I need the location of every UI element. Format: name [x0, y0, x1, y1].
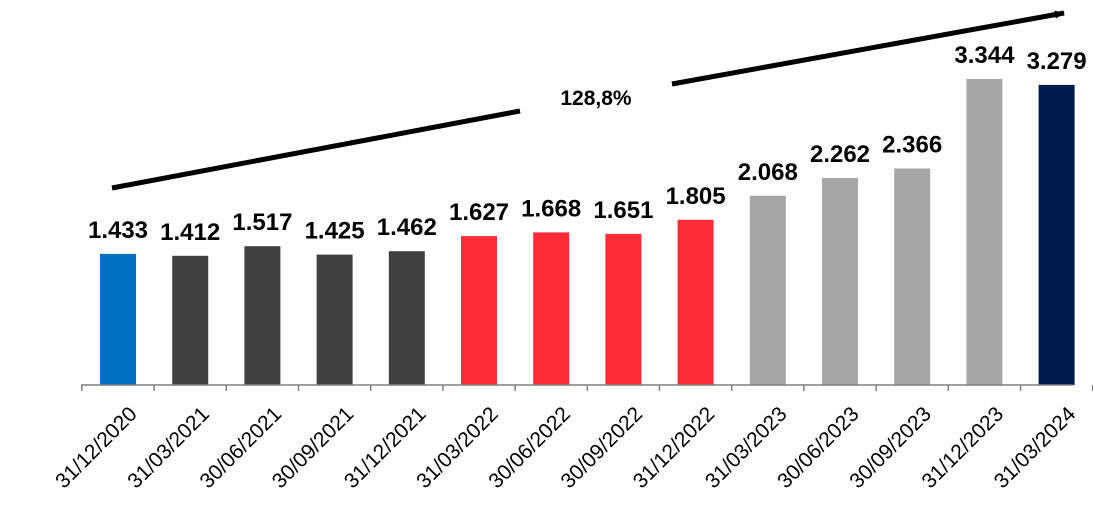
data-label: 3.344 — [954, 42, 1015, 69]
data-label: 1.517 — [232, 209, 292, 236]
bars-layer — [100, 79, 1075, 386]
growth-arrow: 128,8% — [111, 10, 1065, 191]
bar-30-09-2021 — [316, 254, 353, 385]
x-ticks-layer — [81, 385, 1093, 391]
data-label: 1.627 — [449, 199, 509, 226]
bar-30-09-2022 — [605, 233, 642, 385]
bar-31-03-2022 — [461, 236, 497, 385]
bar-31-03-2023 — [749, 195, 786, 385]
bar-30-09-2023 — [894, 168, 931, 385]
bar-30-06-2022 — [533, 232, 570, 385]
data-label: 1.805 — [666, 183, 726, 210]
data-label: 2.262 — [810, 141, 870, 168]
bar-31-03-2024 — [1038, 84, 1075, 386]
data-label: 1.462 — [377, 214, 437, 241]
data-label: 1.412 — [160, 219, 220, 246]
growth-arrow-line-left — [111, 108, 521, 191]
bar-30-06-2021 — [244, 246, 281, 385]
bar-31-12-2022 — [677, 219, 714, 385]
data-label: 2.366 — [882, 132, 942, 159]
bar-31-03-2021 — [172, 255, 209, 385]
bar-30-06-2023 — [822, 178, 858, 385]
data-label: 3.279 — [1027, 48, 1087, 75]
data-label: 1.433 — [88, 217, 148, 244]
data-label: 1.651 — [593, 197, 653, 224]
growth-arrow-line-right — [671, 10, 1065, 87]
value-labels-layer: 1.433 1.412 1.517 1.425 1.462 1.627 1.668 1.651… — [88, 42, 1087, 246]
bar-31-12-2021 — [388, 251, 425, 385]
bar-31-12-2023 — [966, 79, 1003, 385]
bar-31-12-2020 — [100, 253, 136, 385]
data-label: 1.425 — [305, 218, 365, 245]
growth-label: 128,8% — [560, 87, 632, 110]
data-label: 1.668 — [521, 195, 581, 222]
data-label: 2.068 — [738, 159, 798, 186]
category-labels-layer: 31/12/202031/03/202130/06/202130/09/2021… — [51, 402, 1080, 493]
